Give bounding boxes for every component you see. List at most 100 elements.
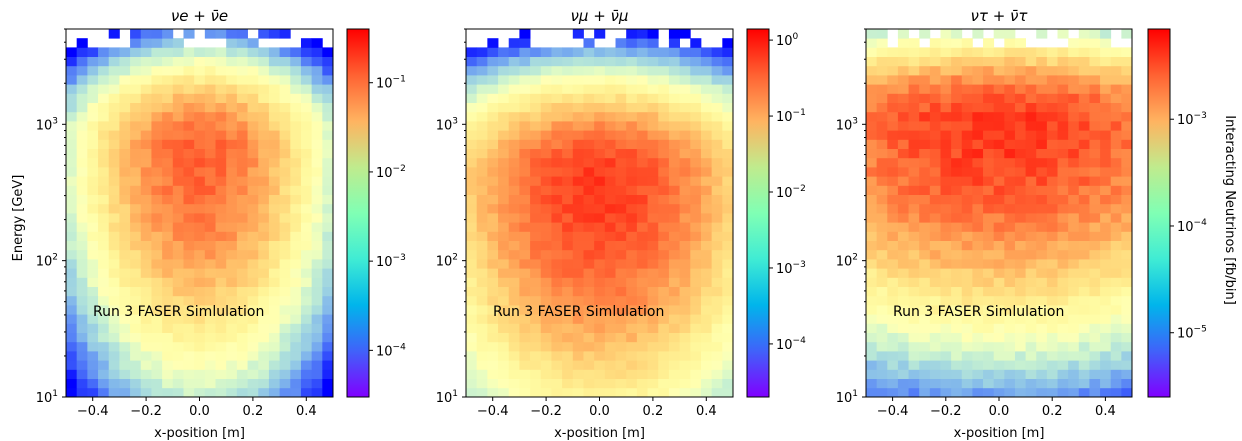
heatmap-cell [1100,93,1112,103]
heatmap-cell [711,360,723,370]
heatmap-cell [711,222,723,232]
heatmap-cell [722,65,734,76]
heatmap-cell [258,351,270,361]
heatmap-cell [215,203,227,214]
heatmap-cell [1014,102,1026,113]
heatmap-cell [194,369,206,379]
heatmap-cell [279,341,291,352]
heatmap-cell [172,369,184,379]
heatmap-cell [1025,295,1037,306]
heatmap-cell [311,148,323,159]
heatmap-cell [1046,378,1058,389]
heatmap-cell [183,56,195,67]
heatmap-cell [679,194,691,205]
heatmap-cell [76,240,88,251]
heatmap-cell [1078,56,1090,67]
heatmap-cell [247,332,259,343]
heatmap-cell [961,111,973,122]
heatmap-cell [98,268,110,278]
heatmap-cell [226,249,238,260]
heatmap-cell [194,84,206,94]
heatmap-cell [711,102,723,113]
heatmap-cell [594,314,606,324]
heatmap-cell [919,259,931,269]
heatmap-cell [1089,47,1101,57]
heatmap-cell [268,351,280,361]
heatmap-cell [647,286,659,297]
heatmap-cell [487,213,499,223]
heatmap-cell [183,351,195,361]
heatmap-cell [247,323,259,333]
heatmap-cell [1004,387,1016,398]
heatmap-cell [615,157,627,168]
heatmap-cell [993,249,1005,260]
heatmap-cell [972,295,984,306]
heatmap-cell [690,286,702,297]
heatmap-cell [498,148,510,159]
heatmap-cell [204,305,216,315]
heatmap-cell [626,65,638,76]
heatmap-cell [722,167,734,177]
heatmap-cell [572,130,584,140]
heatmap-cell [140,369,152,379]
heatmap-cell [690,148,702,159]
heatmap-cell [66,268,78,278]
heatmap-cell [311,139,323,149]
colorbar-tick-label: 10−5 [1177,325,1207,342]
heatmap-cell [322,249,334,260]
heatmap-cell [108,111,120,122]
heatmap-cell [951,286,963,297]
heatmap-cell [311,203,323,214]
heatmap-cell [908,323,920,333]
heatmap-cell [194,249,206,260]
heatmap-cell [929,213,941,223]
heatmap-cell [972,130,984,140]
heatmap-cell [940,176,952,186]
heatmap-cell [1014,130,1026,140]
heatmap-cell [151,102,163,113]
heatmap-cell [1078,277,1090,287]
heatmap-cell [951,194,963,205]
heatmap-cell [1004,286,1016,297]
heatmap-cell [636,295,648,306]
heatmap-cell [972,249,984,260]
heatmap-cell [866,259,878,269]
heatmap-cell [951,249,963,260]
heatmap-cell [690,378,702,389]
heatmap-cell [1121,121,1133,131]
heatmap-cell [961,240,973,251]
heatmap-cell [519,47,531,57]
heatmap-cell [311,102,323,113]
heatmap-cell [498,314,510,324]
heatmap-cell [572,332,584,343]
heatmap-cell [700,84,713,94]
heatmap-cell [236,29,248,39]
heatmap-cell [466,139,478,149]
heatmap-cell [466,203,478,214]
heatmap-cell [108,121,120,131]
heatmap-cell [140,121,152,131]
heatmap-cell [476,167,488,177]
heatmap-cell [279,130,291,140]
heatmap-cell [466,176,478,186]
heatmap-cell [1110,277,1122,287]
heatmap-cell [604,185,616,195]
heatmap-cell [626,314,638,324]
heatmap-cell [961,93,973,103]
heatmap-cell [1014,176,1026,186]
heatmap-cell [940,111,952,122]
heatmap-cell [1036,213,1048,223]
heatmap-cell [908,185,920,195]
heatmap-cell [151,185,163,195]
heatmap-cell [311,38,323,48]
heatmap-cell [615,130,627,140]
heatmap-cell [151,332,163,343]
heatmap-cell [940,387,952,398]
heatmap-cell [951,240,963,251]
heatmap-cell [594,185,606,195]
heatmap-cell [290,213,302,223]
heatmap-cell [226,139,238,149]
heatmap-cell [119,360,131,370]
heatmap-cell [626,360,638,370]
heatmap-cell [247,277,259,287]
